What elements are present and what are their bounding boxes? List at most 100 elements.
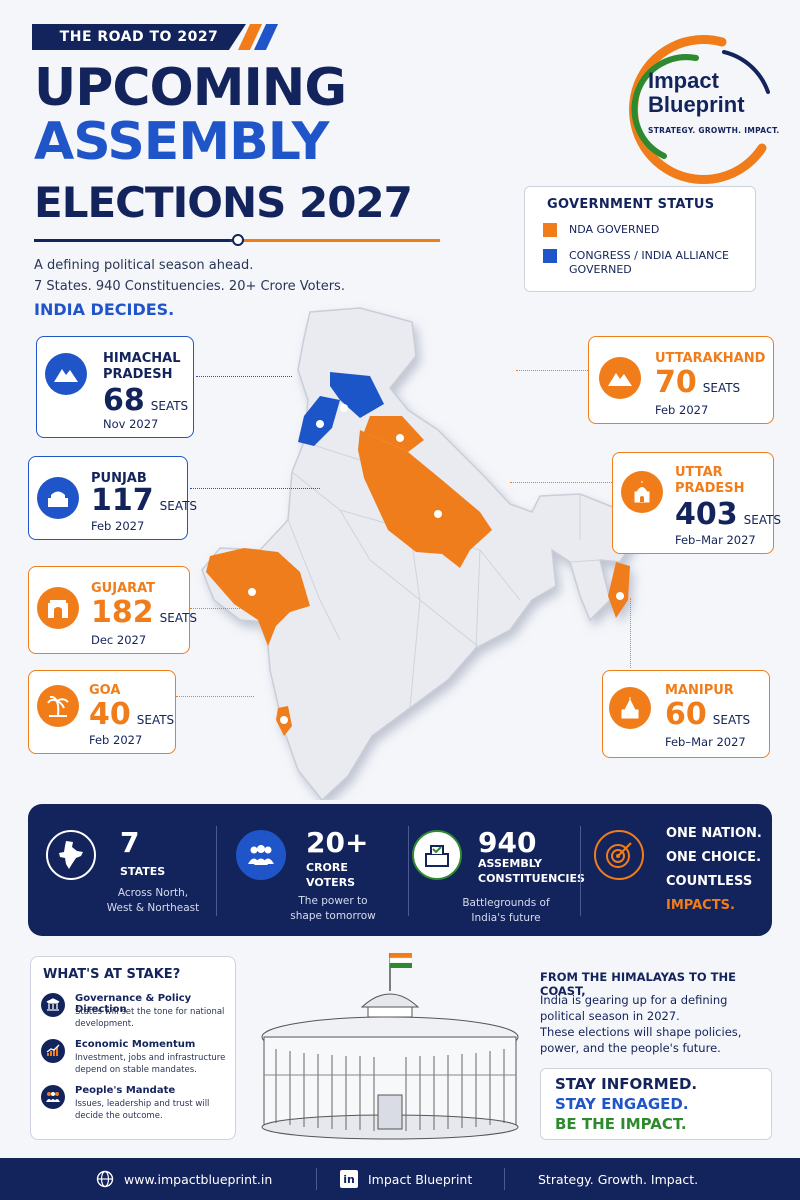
stat-label: STATES — [120, 865, 166, 878]
state-card-gujarat[interactable]: GUJARAT 182 SEATS Dec 2027 — [28, 566, 197, 654]
legend-title: GOVERNMENT STATUS — [547, 197, 715, 212]
election-date: Feb 2027 — [91, 519, 145, 533]
map-region-uttarakhand — [364, 416, 424, 452]
stake-heading: Governance & Policy Direction — [75, 993, 192, 1015]
stat-divider — [408, 826, 409, 916]
stake-heading: People's Mandate — [75, 1085, 176, 1096]
stat-voters: 20+ CRORE VOTERS The power to shape tomor… — [218, 804, 404, 936]
seat-count: 117 SEATS — [91, 483, 198, 518]
india-map-icon — [46, 830, 96, 880]
state-name: GOA — [89, 683, 121, 698]
connector-himachal — [196, 376, 292, 377]
map-pin-uttarakhand — [396, 434, 404, 442]
logo-ring-icon — [629, 35, 770, 185]
stake-heading: Economic Momentum — [75, 1039, 196, 1050]
closing-body: India is gearing up for a defining polit… — [540, 993, 742, 1055]
seat-count: 68 SEATS — [103, 383, 189, 418]
india-map — [201, 307, 637, 800]
mountain-icon — [45, 353, 87, 395]
impact-blueprint-logo: Impact Blueprint STRATEGY. GROWTH. IMPAC… — [612, 28, 780, 188]
pillars-icon — [41, 993, 65, 1017]
state-name: HIMACHAL PRADESH — [103, 351, 181, 382]
connector-manipur — [630, 598, 631, 668]
stats-band: 7 STATES Across North, West & Northeast 2… — [28, 804, 772, 936]
stat-description: Battlegrounds of India's future — [462, 897, 550, 924]
election-date: Nov 2027 — [103, 417, 159, 431]
map-pin-gujarat — [248, 588, 256, 596]
mountain-icon — [599, 357, 641, 399]
connector-uttarakhand — [516, 370, 588, 371]
taj-mahal-icon — [621, 471, 663, 513]
stat-number: 940 — [478, 826, 537, 859]
seat-count: 70 SEATS — [655, 365, 741, 400]
divider-dot — [232, 234, 244, 246]
state-card-goa[interactable]: GOA 40 SEATS Feb 2027 — [28, 670, 176, 754]
stake-description: Issues, leadership and trust will decide… — [75, 1099, 210, 1121]
footer: www.impactblueprint.in in Impact Bluepri… — [0, 1158, 800, 1200]
people-icon — [236, 830, 286, 880]
legend-label: CONGRESS / INDIA ALLIANCE GOVERNED — [569, 249, 729, 276]
map-pin-uttar-pradesh — [434, 510, 442, 518]
stat-divider — [580, 826, 581, 916]
government-status-legend: GOVERNMENT STATUS NDA GOVERNED CONGRESS … — [524, 186, 756, 292]
subtitle-line-2: 7 States. 940 Constituencies. 20+ Crore … — [34, 279, 345, 294]
golden-temple-icon — [37, 477, 79, 519]
stat-states: 7 STATES Across North, West & Northeast — [28, 804, 214, 936]
stat-number: 7 — [120, 826, 140, 859]
seat-count: 40 SEATS — [89, 697, 175, 732]
state-name: UTTARAKHAND — [655, 351, 766, 366]
connector-punjab — [190, 488, 320, 489]
tagline: INDIA DECIDES. — [34, 300, 175, 319]
footer-divider — [504, 1168, 505, 1190]
footer-divider — [316, 1168, 317, 1190]
election-date: Feb–Mar 2027 — [675, 533, 756, 547]
growth-chart-icon — [41, 1039, 65, 1063]
footer-tagline: Strategy. Growth. Impact. — [538, 1171, 699, 1187]
election-date: Feb 2027 — [89, 733, 143, 747]
seat-count: 403 SEATS — [675, 497, 782, 532]
whats-at-stake-panel: WHAT'S AT STAKE? Governance & Policy Dir… — [30, 956, 236, 1140]
state-name: MANIPUR — [665, 683, 734, 698]
map-pin-manipur — [616, 592, 624, 600]
logo-slogan: STRATEGY. GROWTH. IMPACT. — [648, 126, 780, 135]
map-region-gujarat — [206, 548, 310, 646]
map-region-himachal — [330, 372, 384, 418]
map-pin-punjab — [316, 420, 324, 428]
footer-website-link[interactable]: www.impactblueprint.in — [96, 1158, 272, 1200]
connector-uttar-pradesh — [510, 482, 614, 483]
globe-icon — [96, 1170, 114, 1188]
legend-item-nda: NDA GOVERNED — [543, 223, 659, 237]
cta-line-1: STAY INFORMED. — [555, 1075, 698, 1093]
footer-linkedin: Impact Blueprint — [368, 1171, 473, 1187]
cta-line-2: STAY ENGAGED. — [555, 1095, 689, 1113]
stat-constituencies: 940 ASSEMBLY CONSTITUENCIES Battleground… — [408, 804, 594, 936]
logo-name-line-2: Blueprint — [648, 92, 745, 117]
election-date: Feb 2027 — [655, 403, 709, 417]
state-card-uttar-pradesh[interactable]: UTTAR PRADESH 403 SEATS Feb–Mar 2027 — [612, 452, 781, 554]
state-card-manipur[interactable]: MANIPUR 60 SEATS Feb–Mar 2027 — [602, 670, 770, 758]
state-card-uttarakhand[interactable]: UTTARAKHAND 70 SEATS Feb 2027 — [588, 336, 774, 424]
logo-name-line-1: Impact — [648, 68, 719, 93]
stake-item: Economic Momentum Investment, jobs and i… — [41, 1039, 231, 1083]
parliament-building-illustration — [261, 953, 519, 1140]
state-name: GUJARAT — [91, 581, 156, 596]
stat-divider — [216, 826, 217, 916]
stat-description: The power to shape tomorrow — [290, 895, 376, 922]
connector-gujarat — [190, 608, 250, 609]
stake-description: States will set the tone for national de… — [75, 1007, 225, 1029]
call-to-action-box: STAY INFORMED. STAY ENGAGED. BE THE IMPA… — [540, 1068, 772, 1140]
stat-label: CRORE VOTERS — [306, 861, 356, 889]
stat-description: Across North, West & Northeast — [106, 887, 200, 914]
stake-description: Investment, jobs and infrastructure depe… — [75, 1053, 226, 1075]
kicker-text: THE ROAD TO 2027 — [59, 29, 219, 45]
legend-label: NDA GOVERNED — [569, 223, 660, 236]
state-card-punjab[interactable]: PUNJAB 117 SEATS Feb 2027 — [28, 456, 197, 540]
cta-line-3: BE THE IMPACT. — [555, 1115, 687, 1133]
temple-icon — [609, 687, 651, 729]
subtitle-line-1: A defining political season ahead. — [34, 258, 254, 273]
legend-swatch-orange — [543, 223, 557, 237]
footer-linkedin-link[interactable]: in Impact Blueprint — [340, 1158, 472, 1200]
connector-goa — [176, 696, 254, 697]
state-card-himachal-pradesh[interactable]: HIMACHAL PRADESH 68 SEATS Nov 2027 — [36, 336, 194, 438]
palm-tree-icon — [37, 685, 79, 727]
